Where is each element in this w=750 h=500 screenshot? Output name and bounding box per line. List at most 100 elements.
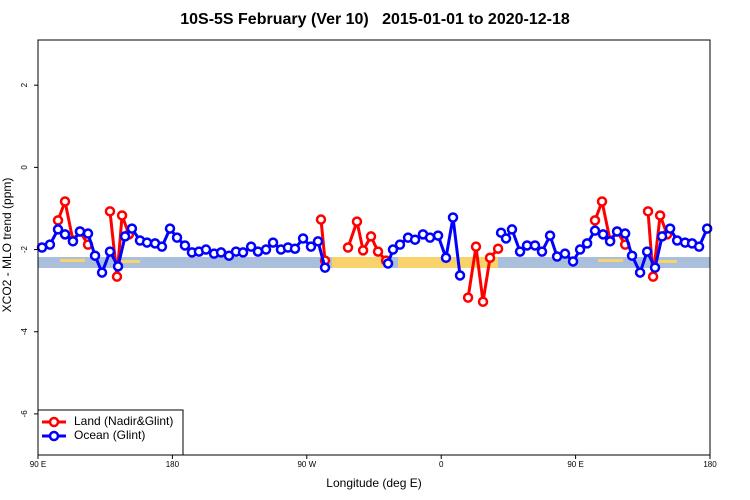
data-point [574,244,586,255]
legend-marker [48,416,60,428]
data-point [654,210,666,221]
data-point [529,240,541,251]
x-tick-label: 90 W [297,460,316,469]
data-point [96,267,108,278]
data-point [382,258,394,269]
data-point [589,215,601,226]
y-axis-label: XCO2 - MLO trend (ppm) [0,178,14,313]
y-tick-label: -4 [20,328,29,336]
y-tick-label: -2 [20,245,29,253]
data-point [116,210,128,221]
data-point [514,246,526,257]
data-point [544,230,556,241]
data-point [67,236,79,247]
y-tick-label: -6 [20,410,29,418]
data-point [597,229,609,240]
data-point [237,247,249,258]
data-point [604,236,616,247]
data-point [506,224,518,235]
data-point [59,229,71,240]
legend-label: Ocean (Glint) [74,428,145,442]
data-point [252,246,264,257]
data-point [52,224,64,235]
data-point [171,232,183,243]
data-point [112,261,124,272]
data-point [164,223,176,234]
data-point [664,223,676,234]
data-point [693,241,705,252]
data-point [432,230,444,241]
data-point [179,240,191,251]
legend-marker [48,430,60,442]
data-point [656,231,668,242]
data-point [111,271,123,282]
legend: Land (Nadir&Glint)Ocean (Glint) [37,409,184,456]
data-point [89,250,101,261]
data-point [342,242,354,253]
data-point [156,241,168,252]
data-point [440,252,452,264]
data-point [424,232,436,243]
data-point [119,231,131,242]
x-axis-label: Longitude (deg E) [326,476,421,490]
data-point [477,296,489,307]
data-point [141,237,153,248]
data-point [289,243,301,254]
data-point [372,246,384,257]
data-point [567,256,579,267]
data-point [351,216,363,227]
data-point [596,196,608,207]
data-point [297,233,309,244]
data-point [470,241,482,252]
data-point [394,239,406,250]
chart-title: 10S-5S February (Ver 10) 2015-01-01 to 2… [180,11,570,28]
data-point [589,225,601,236]
data-point [319,262,331,273]
data-point [626,250,638,261]
data-point [642,206,654,217]
data-point [447,212,459,223]
data-point [641,246,653,257]
data-point [581,238,593,249]
data-point [701,223,713,234]
data-point [387,244,399,255]
data-point [454,270,466,281]
data-point [126,223,138,234]
data-point [200,244,212,255]
data-point [647,271,659,282]
data-point [649,262,661,273]
data-point [245,241,257,252]
data-point [104,246,116,257]
data-point [104,206,116,217]
data-point [559,248,571,259]
data-point [305,241,317,252]
legend-box [37,409,184,456]
data-point [365,231,377,242]
data-point [52,215,64,226]
data-point [260,244,272,255]
plot-frame [37,39,711,456]
map-strip [38,257,710,268]
legend-label: Land (Nadir&Glint) [74,414,173,428]
data-point [74,226,86,237]
data-point [611,226,623,237]
x-tick-label: 180 [703,460,717,469]
data-point [44,239,56,250]
data-point [59,196,71,207]
data-point [315,214,327,225]
data-point [536,246,548,257]
data-point [500,233,512,244]
x-tick-label: 90 E [567,460,583,469]
data-point [267,237,279,248]
data-point [357,245,369,256]
data-point [462,292,474,303]
x-tick-label: 90 E [30,460,46,469]
data-point [484,252,496,264]
data-point [409,234,421,245]
x-tick-label: 0 [439,460,444,469]
data-point [82,228,94,239]
data-point [619,228,631,239]
y-tick-label: 0 [20,165,29,170]
y-tick-label: 2 [20,82,29,87]
